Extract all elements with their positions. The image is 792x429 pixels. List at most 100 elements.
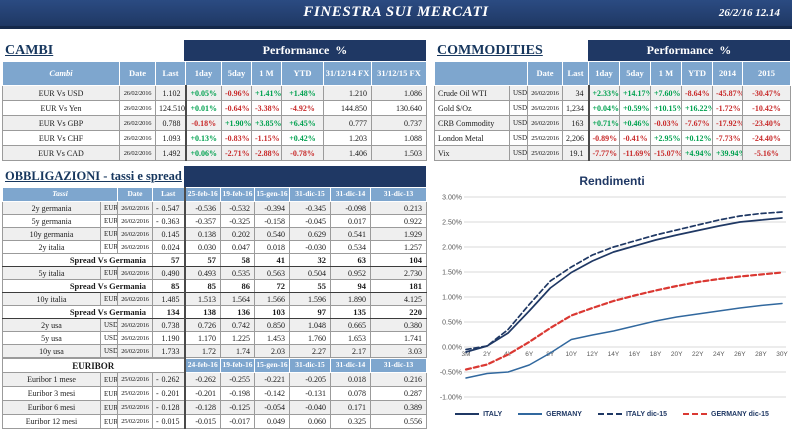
rate-value: 1.170 <box>183 331 222 345</box>
currency-cell: EUR <box>99 266 119 280</box>
column-header: 1 M <box>650 61 682 86</box>
date-cell: 26/02/2016 <box>117 240 154 254</box>
spread-value: 104 <box>370 253 428 267</box>
performance-value: -8.64% <box>681 85 713 101</box>
spread-value: 57 <box>183 253 222 267</box>
rate-name: 5y germania <box>2 214 101 228</box>
cambi-row: EUR Vs CHF 26/02/2016 1.093 +0.13% -0.83% -1.… <box>2 130 427 146</box>
performance-value: -10.42% <box>742 100 791 116</box>
rate-value: 0.138 <box>183 227 222 241</box>
euribor-value: -0.255 <box>220 372 256 387</box>
rate-value: 0.504 <box>289 266 332 280</box>
legend-label: GERMANY <box>546 410 582 418</box>
cambi-title: CAMBI <box>5 43 54 58</box>
performance-value: -0.89% <box>587 130 620 146</box>
performance-value: +0.42% <box>281 130 324 146</box>
euribor-value: -0.262 <box>183 372 222 387</box>
fx-value: 1.086 <box>371 85 427 101</box>
last-value: 1.190 <box>152 331 186 345</box>
last-value: 1.093 <box>155 130 186 146</box>
currency-cell: USD <box>509 130 528 146</box>
currency-cell: USD <box>99 331 119 345</box>
currency-pair: EUR Vs CAD <box>2 145 120 161</box>
rate-value: 0.726 <box>183 318 222 332</box>
last-value: 1.492 <box>155 145 186 161</box>
date-cell: 26/02/2016 <box>117 318 154 332</box>
last-value: 163 <box>562 115 589 131</box>
page-title: FINESTRA SUI MERCATI <box>303 4 489 20</box>
rate-value: 2.03 <box>254 344 291 358</box>
performance-value: -2.88% <box>251 145 282 161</box>
euribor-value: 0.556 <box>370 414 428 429</box>
date-cell: 26/02/2016 <box>117 266 154 280</box>
x-axis-label: 22Y <box>692 351 704 358</box>
spread-value: 63 <box>330 253 372 267</box>
x-axis-label: 8Y <box>546 351 555 358</box>
currency-cell: USD <box>509 85 528 101</box>
rate-name: 2y usa <box>2 318 101 332</box>
fx-value: 1.503 <box>371 145 427 161</box>
last-value: 1,234 <box>562 100 589 116</box>
column-header: 2014 <box>712 61 743 86</box>
performance-value: -15.07% <box>650 145 682 161</box>
currency-cell: USD <box>99 344 119 358</box>
x-axis-label: 14Y <box>608 351 620 358</box>
rate-value: 0.380 <box>370 318 428 332</box>
performance-value: -0.83% <box>221 130 252 146</box>
bonds-table: Tassi Date Last 25-feb-16 19-feb-16 15-gen-16… <box>1 187 428 358</box>
performance-value: +0.13% <box>184 130 222 146</box>
performance-value: -1.72% <box>712 100 743 116</box>
currency-cell: USD <box>509 115 528 131</box>
rate-value: 1.453 <box>254 331 291 345</box>
commodity-row: Crude Oil WTI USD 26/02/2016 34 +2.33% +14.17… <box>434 85 791 101</box>
performance-value: -0.18% <box>184 115 222 131</box>
currency-pair: EUR Vs GBP <box>2 115 120 131</box>
currency-cell: EUR <box>99 227 119 241</box>
currency-cell: EUR <box>100 372 118 387</box>
performance-value: -7.67% <box>681 115 713 131</box>
performance-value: -17.92% <box>712 115 743 131</box>
currency-cell: EUR <box>100 414 118 429</box>
legend-item: ITALY <box>455 411 502 418</box>
cambi-row: EUR Vs USD 26/02/2016 1.102 +0.05% -0.96% +1.… <box>2 85 427 101</box>
series-line-germany <box>465 302 783 379</box>
commodities-title-row: COMMODITIES Performance % <box>434 40 790 61</box>
rate-value: 1.225 <box>220 331 256 345</box>
euribor-value: -0.054 <box>254 400 291 415</box>
legend-line-sample <box>518 413 543 415</box>
y-axis-label: 2.50% <box>442 220 462 227</box>
legend-line-sample <box>455 413 480 415</box>
date-column-header: 31-dic-13 <box>370 358 428 373</box>
rate-value: 1.929 <box>370 227 428 241</box>
spread-last: 134 <box>152 305 186 319</box>
spread-value: 58 <box>220 253 256 267</box>
performance-value: -3.38% <box>251 100 282 116</box>
date-cell: 26/02/2016 <box>119 85 156 101</box>
column-header: Last <box>152 187 186 202</box>
euribor-tenor: Euribor 12 mesi <box>2 414 101 429</box>
column-header: Tassi <box>1 187 119 202</box>
commodity-name: CRB Commodity <box>434 115 510 131</box>
euribor-value: -0.221 <box>254 372 291 387</box>
performance-value: -0.41% <box>619 130 651 146</box>
legend-line-sample <box>683 413 708 415</box>
rate-value: 0.629 <box>289 227 332 241</box>
fx-value: 0.777 <box>323 115 372 131</box>
rate-value: -0.030 <box>289 240 332 254</box>
column-header: 1day <box>185 61 222 86</box>
chart-legend: ITALY GERMANY ITALY dic-15 GERMANY dic-15 <box>432 400 792 428</box>
x-axis-label: 10Y <box>566 351 578 358</box>
performance-value: +1.90% <box>221 115 252 131</box>
performance-value: +4.94% <box>681 145 713 161</box>
last-value: 0.145 <box>152 227 186 241</box>
rate-value: 1.74 <box>220 344 256 358</box>
rate-value: 1.596 <box>289 292 332 306</box>
date-column-header: 31-dic-15 <box>289 358 332 373</box>
rate-name: 10y germania <box>2 227 101 241</box>
euribor-value: 0.325 <box>330 414 372 429</box>
rate-value: 1.513 <box>183 292 222 306</box>
date-column-header: 19-feb-16 <box>220 358 256 373</box>
euribor-header-row: EURIBOR 24-feb-16 19-feb-16 15-gen-16 31-dic… <box>1 358 428 373</box>
performance-value: +0.06% <box>184 145 222 161</box>
bonds-header-row: Tassi Date Last 25-feb-16 19-feb-16 15-gen-16… <box>1 187 428 202</box>
